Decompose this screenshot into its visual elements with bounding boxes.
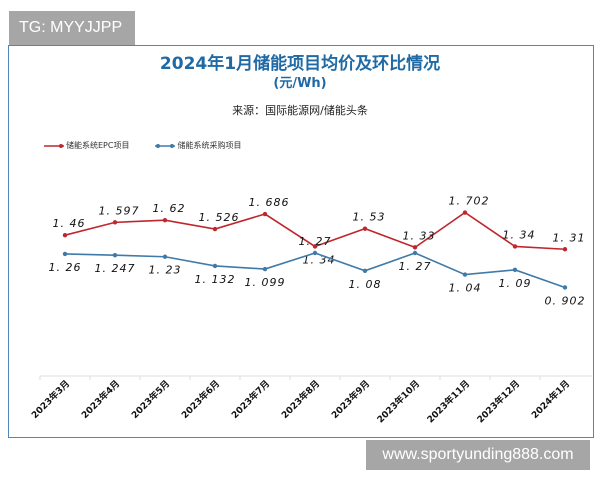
legend-label-procurement: 储能系统采购项目 (177, 141, 242, 150)
data-label: 1. 04 (449, 282, 482, 295)
data-point (162, 218, 168, 223)
watermark-top: TG: MYYJJPP (9, 11, 135, 45)
data-label: 1. 62 (153, 202, 186, 215)
x-tick-label: 2023年5月 (129, 378, 172, 421)
data-label: 1. 23 (149, 264, 182, 277)
data-label: 1. 132 (195, 273, 236, 286)
data-point (562, 247, 568, 252)
data-point (112, 220, 118, 225)
x-tick-label: 2023年11月 (424, 378, 472, 426)
data-label: 1. 597 (99, 204, 140, 217)
data-label: 1. 34 (503, 228, 536, 241)
data-label: 1. 26 (49, 261, 82, 274)
x-tick-label: 2024年1月 (529, 378, 572, 421)
data-label: 1. 526 (199, 211, 240, 224)
data-point (212, 226, 218, 232)
legend-item-procurement: 储能系统采购项目 (155, 140, 241, 151)
legend-marker-epc (44, 143, 64, 148)
watermark-bottom: www.sportyunding888.com (366, 440, 590, 470)
data-point (162, 254, 168, 259)
x-tick-label: 2023年12月 (474, 378, 522, 426)
data-label: 1. 33 (403, 229, 436, 242)
data-label: 1. 686 (249, 196, 290, 209)
data-point (262, 266, 268, 272)
data-point (462, 272, 468, 277)
legend-marker-procurement (155, 143, 176, 148)
data-point (312, 250, 318, 256)
data-label: 1. 247 (95, 262, 136, 275)
data-label: 1. 27 (299, 235, 332, 248)
data-label: 1. 27 (399, 260, 432, 273)
data-label: 1. 53 (353, 211, 386, 224)
x-tick-label: 2023年3月 (29, 378, 72, 421)
data-label: 1. 702 (449, 195, 490, 208)
data-point (62, 232, 68, 238)
x-tick-label: 2023年8月 (279, 378, 322, 421)
chart-unit: (元/Wh) (273, 76, 327, 91)
x-tick-label: 2023年6月 (179, 378, 222, 421)
data-point (62, 251, 68, 257)
chart-source: 来源：国际能源网/储能头条 (232, 104, 368, 117)
data-point (262, 211, 268, 217)
data-label: 0. 902 (545, 294, 586, 307)
data-point (412, 250, 418, 256)
data-point (362, 268, 368, 274)
data-point (512, 267, 518, 273)
data-label: 1. 099 (245, 276, 286, 289)
data-point (362, 226, 368, 231)
legend-item-epc: 储能系统EPC项目 (44, 140, 129, 151)
data-label: 1. 46 (53, 217, 86, 230)
chart-title: 2024年1月储能项目均价及环比情况 (159, 54, 441, 74)
data-label: 1. 09 (499, 277, 532, 290)
data-label: 1. 31 (553, 231, 586, 244)
legend-label-epc: 储能系统EPC项目 (66, 141, 130, 150)
data-point (562, 285, 568, 290)
data-label: 1. 08 (349, 278, 382, 291)
legend: 储能系统EPC项目 储能系统采购项目 (44, 140, 241, 151)
data-point (112, 252, 118, 258)
x-tick-label: 2023年10月 (374, 378, 422, 426)
data-point (412, 245, 418, 250)
x-tick-label: 2023年4月 (79, 378, 122, 421)
data-point (212, 263, 218, 269)
data-point (462, 210, 468, 215)
chart-frame (8, 45, 594, 438)
x-tick-label: 2023年9月 (329, 378, 372, 421)
x-tick-label: 2023年7月 (229, 378, 272, 421)
data-point (312, 244, 318, 249)
data-point (512, 244, 518, 249)
